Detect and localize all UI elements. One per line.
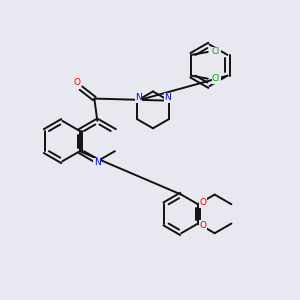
Text: O: O: [200, 198, 207, 207]
Text: Cl: Cl: [212, 47, 220, 56]
Text: N: N: [135, 93, 142, 102]
Text: O: O: [200, 220, 207, 230]
Text: N: N: [94, 158, 101, 167]
Text: Cl: Cl: [212, 74, 220, 83]
Text: N: N: [164, 93, 171, 102]
Text: O: O: [74, 78, 81, 87]
